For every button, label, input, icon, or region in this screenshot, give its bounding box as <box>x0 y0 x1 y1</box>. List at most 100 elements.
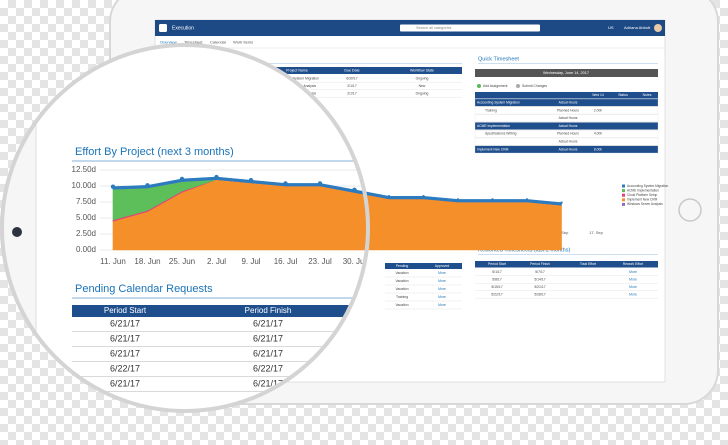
legend-swatch <box>622 193 625 197</box>
column-header: Approved <box>435 264 450 268</box>
table-cell: More <box>438 303 446 307</box>
x-tick-label: 30. Jul <box>343 257 367 266</box>
table-cell: 2/1/17 <box>347 91 357 95</box>
y-tick-label: 5.00d <box>76 213 96 222</box>
x-tick-label: 17. Sep <box>589 230 604 235</box>
legend-label: Cloud Platform Setup <box>627 193 658 197</box>
group-row <box>474 98 659 107</box>
x-tick-label: 9. Jul <box>241 257 260 266</box>
avatar <box>654 24 662 32</box>
column-header: Status <box>618 93 628 97</box>
search-box[interactable] <box>400 24 540 32</box>
column-header: Notes <box>643 93 652 97</box>
hours-value: 8.00h <box>594 147 602 151</box>
table-cell: 2/1/17 <box>347 84 357 88</box>
point <box>560 201 563 204</box>
task-row <box>474 130 659 138</box>
column-header: Period Finish <box>530 262 550 266</box>
tab[interactable]: Work Items <box>233 40 253 45</box>
tab[interactable]: Calendar <box>210 40 227 45</box>
point <box>179 176 185 182</box>
home-button[interactable] <box>678 198 702 222</box>
user-name: Adriana Abbott <box>624 25 651 30</box>
table-cell: 6/22/17 <box>110 363 140 373</box>
app-logo <box>159 24 167 32</box>
point <box>145 183 150 188</box>
column-header: Workflow State <box>410 68 434 72</box>
point <box>456 198 460 201</box>
table-cell: Vacation <box>396 279 409 283</box>
table-cell: Vacation <box>396 287 409 291</box>
x-tick-label: 2. Jul <box>207 257 226 266</box>
legend-swatch <box>622 184 625 188</box>
task-row <box>474 106 659 115</box>
legend-label: Windows Server Analysis <box>627 202 663 206</box>
x-tick-label: 23. Jul <box>308 257 332 266</box>
point <box>387 195 391 198</box>
magnifier-rim <box>0 43 370 413</box>
legend-swatch <box>622 189 625 193</box>
task-name: Implement New CRM <box>477 147 509 151</box>
x-tick-label: 11. Jun <box>100 257 126 266</box>
task-row <box>474 137 659 146</box>
table-cell: 6/21/17 <box>110 318 140 328</box>
table-cell: More <box>629 277 637 281</box>
table-cell: 5/8/17 <box>492 277 502 281</box>
action-button[interactable]: Submit Changes <box>522 84 547 88</box>
hours-type: Planned Hours <box>557 108 579 112</box>
column-header: Total Effort <box>580 262 596 266</box>
table-cell: Vacation <box>396 271 409 275</box>
legend-label: ACME Implementation <box>627 188 659 192</box>
y-tick-label: 7.50d <box>76 197 96 206</box>
table-cell: More <box>629 292 637 296</box>
table-cell: 5/22/17 <box>491 292 502 296</box>
column-header: Period Start <box>488 262 506 266</box>
point <box>214 174 219 180</box>
search-placeholder: Search all categories <box>416 26 452 30</box>
table-cell: More <box>438 287 446 291</box>
table-cell: 6/21/17 <box>253 378 283 388</box>
panel-title: Reworked Timesheets (last 2 months) <box>478 247 570 253</box>
point <box>317 181 323 186</box>
task-name: Training <box>485 108 497 112</box>
table-cell: More <box>438 271 446 275</box>
table-cell: 6/21/17 <box>253 348 283 358</box>
legend-label: Accounting System Migration <box>627 184 669 188</box>
x-tick-label: 16. Jul <box>274 257 298 266</box>
task-name: Accounting System Migration <box>477 100 520 104</box>
task-name: Specifications Writing <box>485 132 517 136</box>
table-cell: More <box>629 285 637 289</box>
locale: US <box>608 25 614 30</box>
action-button[interactable]: Add Assignment <box>483 84 508 88</box>
table-header <box>168 67 462 74</box>
table-cell: 6/21/17 <box>253 318 283 328</box>
point <box>110 184 116 189</box>
hours-type: Planned Hours <box>557 132 579 136</box>
tab[interactable]: Overview <box>160 40 177 45</box>
hours-value: 4.00h <box>594 132 602 136</box>
column-header: Project Name <box>286 68 308 72</box>
table-cell: 5/15/17 <box>491 285 502 289</box>
column-header: Wed 14 <box>592 93 604 97</box>
table-header <box>475 92 658 99</box>
y-tick-label: 12.50d <box>72 165 96 174</box>
point <box>422 195 425 198</box>
panel-title: Pending Calendar Requests <box>75 283 213 295</box>
table-header <box>475 261 658 268</box>
y-tick-label: 10.00d <box>72 181 96 190</box>
point <box>352 187 357 193</box>
tab[interactable]: Timesheet <box>184 40 203 45</box>
column-header: Rework Effort <box>623 262 644 266</box>
hours-type: Actual Hours <box>559 124 578 128</box>
table-cell: Training <box>396 295 408 299</box>
table-cell: 6/21/17 <box>110 333 140 343</box>
group-row <box>474 145 659 154</box>
table-header <box>385 263 462 269</box>
table-cell: Ongoing <box>416 76 429 80</box>
table-cell: 6/21/17 <box>110 348 140 358</box>
table-cell: 5/21/17 <box>534 285 545 289</box>
hours-type: Actual Hours <box>559 116 578 120</box>
x-tick-label: 18. Jun <box>134 257 160 266</box>
